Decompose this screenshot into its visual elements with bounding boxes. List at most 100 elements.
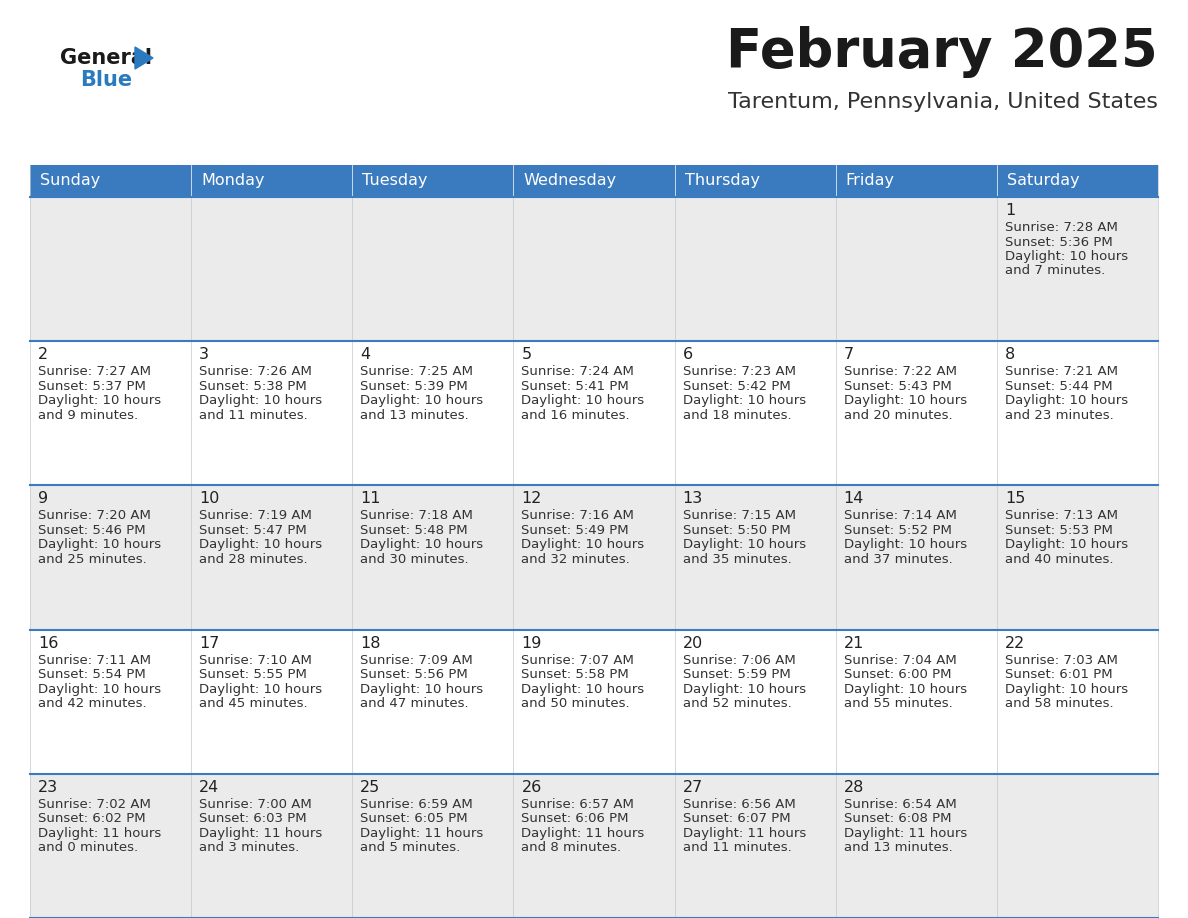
Text: Sunrise: 7:11 AM: Sunrise: 7:11 AM — [38, 654, 151, 666]
Polygon shape — [135, 47, 153, 69]
Text: Sunrise: 7:23 AM: Sunrise: 7:23 AM — [683, 365, 796, 378]
Text: Thursday: Thursday — [684, 174, 759, 188]
Text: and 7 minutes.: and 7 minutes. — [1005, 264, 1105, 277]
Text: and 55 minutes.: and 55 minutes. — [843, 697, 953, 711]
Text: Sunset: 6:02 PM: Sunset: 6:02 PM — [38, 812, 146, 825]
Text: Sunset: 5:58 PM: Sunset: 5:58 PM — [522, 668, 630, 681]
Text: 10: 10 — [200, 491, 220, 507]
Bar — [30, 486, 1158, 630]
Text: Sunrise: 6:56 AM: Sunrise: 6:56 AM — [683, 798, 795, 811]
Text: and 3 minutes.: and 3 minutes. — [200, 841, 299, 855]
Text: Sunrise: 7:15 AM: Sunrise: 7:15 AM — [683, 509, 796, 522]
Text: Daylight: 10 hours: Daylight: 10 hours — [522, 538, 645, 552]
Text: Daylight: 11 hours: Daylight: 11 hours — [683, 827, 805, 840]
Text: Daylight: 10 hours: Daylight: 10 hours — [1005, 683, 1127, 696]
Text: Sunrise: 7:14 AM: Sunrise: 7:14 AM — [843, 509, 956, 522]
Text: and 20 minutes.: and 20 minutes. — [843, 409, 953, 421]
Text: Daylight: 11 hours: Daylight: 11 hours — [360, 827, 484, 840]
Text: Sunset: 6:03 PM: Sunset: 6:03 PM — [200, 812, 307, 825]
Text: 25: 25 — [360, 779, 380, 795]
Text: Daylight: 10 hours: Daylight: 10 hours — [38, 683, 162, 696]
Text: Sunrise: 7:20 AM: Sunrise: 7:20 AM — [38, 509, 151, 522]
Text: Sunset: 5:55 PM: Sunset: 5:55 PM — [200, 668, 307, 681]
Text: and 47 minutes.: and 47 minutes. — [360, 697, 469, 711]
Text: Sunrise: 7:28 AM: Sunrise: 7:28 AM — [1005, 221, 1118, 234]
Text: and 11 minutes.: and 11 minutes. — [683, 841, 791, 855]
Text: Daylight: 10 hours: Daylight: 10 hours — [200, 538, 322, 552]
Text: Sunset: 6:00 PM: Sunset: 6:00 PM — [843, 668, 952, 681]
Text: 1: 1 — [1005, 203, 1015, 218]
Text: Daylight: 11 hours: Daylight: 11 hours — [843, 827, 967, 840]
Text: and 58 minutes.: and 58 minutes. — [1005, 697, 1113, 711]
Text: Sunset: 5:59 PM: Sunset: 5:59 PM — [683, 668, 790, 681]
Text: 5: 5 — [522, 347, 531, 363]
Text: and 35 minutes.: and 35 minutes. — [683, 553, 791, 565]
Text: Sunrise: 7:21 AM: Sunrise: 7:21 AM — [1005, 365, 1118, 378]
Text: Sunset: 6:07 PM: Sunset: 6:07 PM — [683, 812, 790, 825]
Text: Sunrise: 7:00 AM: Sunrise: 7:00 AM — [200, 798, 312, 811]
Text: Sunrise: 7:03 AM: Sunrise: 7:03 AM — [1005, 654, 1118, 666]
Text: Daylight: 10 hours: Daylight: 10 hours — [1005, 250, 1127, 263]
Bar — [30, 630, 1158, 774]
Text: and 28 minutes.: and 28 minutes. — [200, 553, 308, 565]
Text: and 0 minutes.: and 0 minutes. — [38, 841, 138, 855]
Text: Daylight: 11 hours: Daylight: 11 hours — [522, 827, 645, 840]
Text: and 13 minutes.: and 13 minutes. — [360, 409, 469, 421]
Text: Sunset: 5:47 PM: Sunset: 5:47 PM — [200, 524, 307, 537]
Text: Daylight: 10 hours: Daylight: 10 hours — [843, 683, 967, 696]
Text: Monday: Monday — [201, 174, 265, 188]
Text: 21: 21 — [843, 635, 864, 651]
Text: Sunrise: 7:26 AM: Sunrise: 7:26 AM — [200, 365, 312, 378]
Text: Daylight: 10 hours: Daylight: 10 hours — [360, 394, 484, 408]
Text: 14: 14 — [843, 491, 864, 507]
Text: Tuesday: Tuesday — [362, 174, 428, 188]
Text: Sunrise: 7:19 AM: Sunrise: 7:19 AM — [200, 509, 312, 522]
Text: Daylight: 11 hours: Daylight: 11 hours — [200, 827, 322, 840]
Text: Tarentum, Pennsylvania, United States: Tarentum, Pennsylvania, United States — [728, 92, 1158, 112]
Text: Sunrise: 7:09 AM: Sunrise: 7:09 AM — [360, 654, 473, 666]
Text: and 8 minutes.: and 8 minutes. — [522, 841, 621, 855]
Text: Sunset: 5:56 PM: Sunset: 5:56 PM — [360, 668, 468, 681]
Text: Sunrise: 7:24 AM: Sunrise: 7:24 AM — [522, 365, 634, 378]
Text: Sunset: 5:44 PM: Sunset: 5:44 PM — [1005, 380, 1112, 393]
Text: 4: 4 — [360, 347, 371, 363]
Text: 22: 22 — [1005, 635, 1025, 651]
Text: 12: 12 — [522, 491, 542, 507]
Text: Sunrise: 7:22 AM: Sunrise: 7:22 AM — [843, 365, 956, 378]
Bar — [353, 165, 513, 197]
Text: 17: 17 — [200, 635, 220, 651]
Text: Sunday: Sunday — [40, 174, 100, 188]
Text: and 18 minutes.: and 18 minutes. — [683, 409, 791, 421]
Bar — [513, 165, 675, 197]
Text: Daylight: 10 hours: Daylight: 10 hours — [360, 683, 484, 696]
Text: Sunrise: 7:07 AM: Sunrise: 7:07 AM — [522, 654, 634, 666]
Text: Sunrise: 7:06 AM: Sunrise: 7:06 AM — [683, 654, 795, 666]
Text: Sunset: 5:36 PM: Sunset: 5:36 PM — [1005, 236, 1113, 249]
Text: Sunset: 6:01 PM: Sunset: 6:01 PM — [1005, 668, 1112, 681]
Text: Daylight: 11 hours: Daylight: 11 hours — [38, 827, 162, 840]
Text: Sunrise: 7:02 AM: Sunrise: 7:02 AM — [38, 798, 151, 811]
Text: and 45 minutes.: and 45 minutes. — [200, 697, 308, 711]
Text: Sunset: 5:53 PM: Sunset: 5:53 PM — [1005, 524, 1113, 537]
Bar — [191, 165, 353, 197]
Text: Sunset: 5:37 PM: Sunset: 5:37 PM — [38, 380, 146, 393]
Text: and 13 minutes.: and 13 minutes. — [843, 841, 953, 855]
Text: Sunset: 6:08 PM: Sunset: 6:08 PM — [843, 812, 952, 825]
Text: Daylight: 10 hours: Daylight: 10 hours — [683, 683, 805, 696]
Bar — [30, 341, 1158, 486]
Text: Sunset: 6:05 PM: Sunset: 6:05 PM — [360, 812, 468, 825]
Text: 23: 23 — [38, 779, 58, 795]
Text: Sunrise: 7:13 AM: Sunrise: 7:13 AM — [1005, 509, 1118, 522]
Text: Daylight: 10 hours: Daylight: 10 hours — [360, 538, 484, 552]
Text: 16: 16 — [38, 635, 58, 651]
Text: Sunrise: 6:54 AM: Sunrise: 6:54 AM — [843, 798, 956, 811]
Text: 13: 13 — [683, 491, 703, 507]
Text: Sunrise: 7:27 AM: Sunrise: 7:27 AM — [38, 365, 151, 378]
Text: Sunset: 5:46 PM: Sunset: 5:46 PM — [38, 524, 146, 537]
Text: Wednesday: Wednesday — [524, 174, 617, 188]
Text: Sunset: 5:39 PM: Sunset: 5:39 PM — [360, 380, 468, 393]
Text: February 2025: February 2025 — [726, 26, 1158, 78]
Text: Sunset: 5:43 PM: Sunset: 5:43 PM — [843, 380, 952, 393]
Text: Daylight: 10 hours: Daylight: 10 hours — [843, 394, 967, 408]
Text: 20: 20 — [683, 635, 703, 651]
